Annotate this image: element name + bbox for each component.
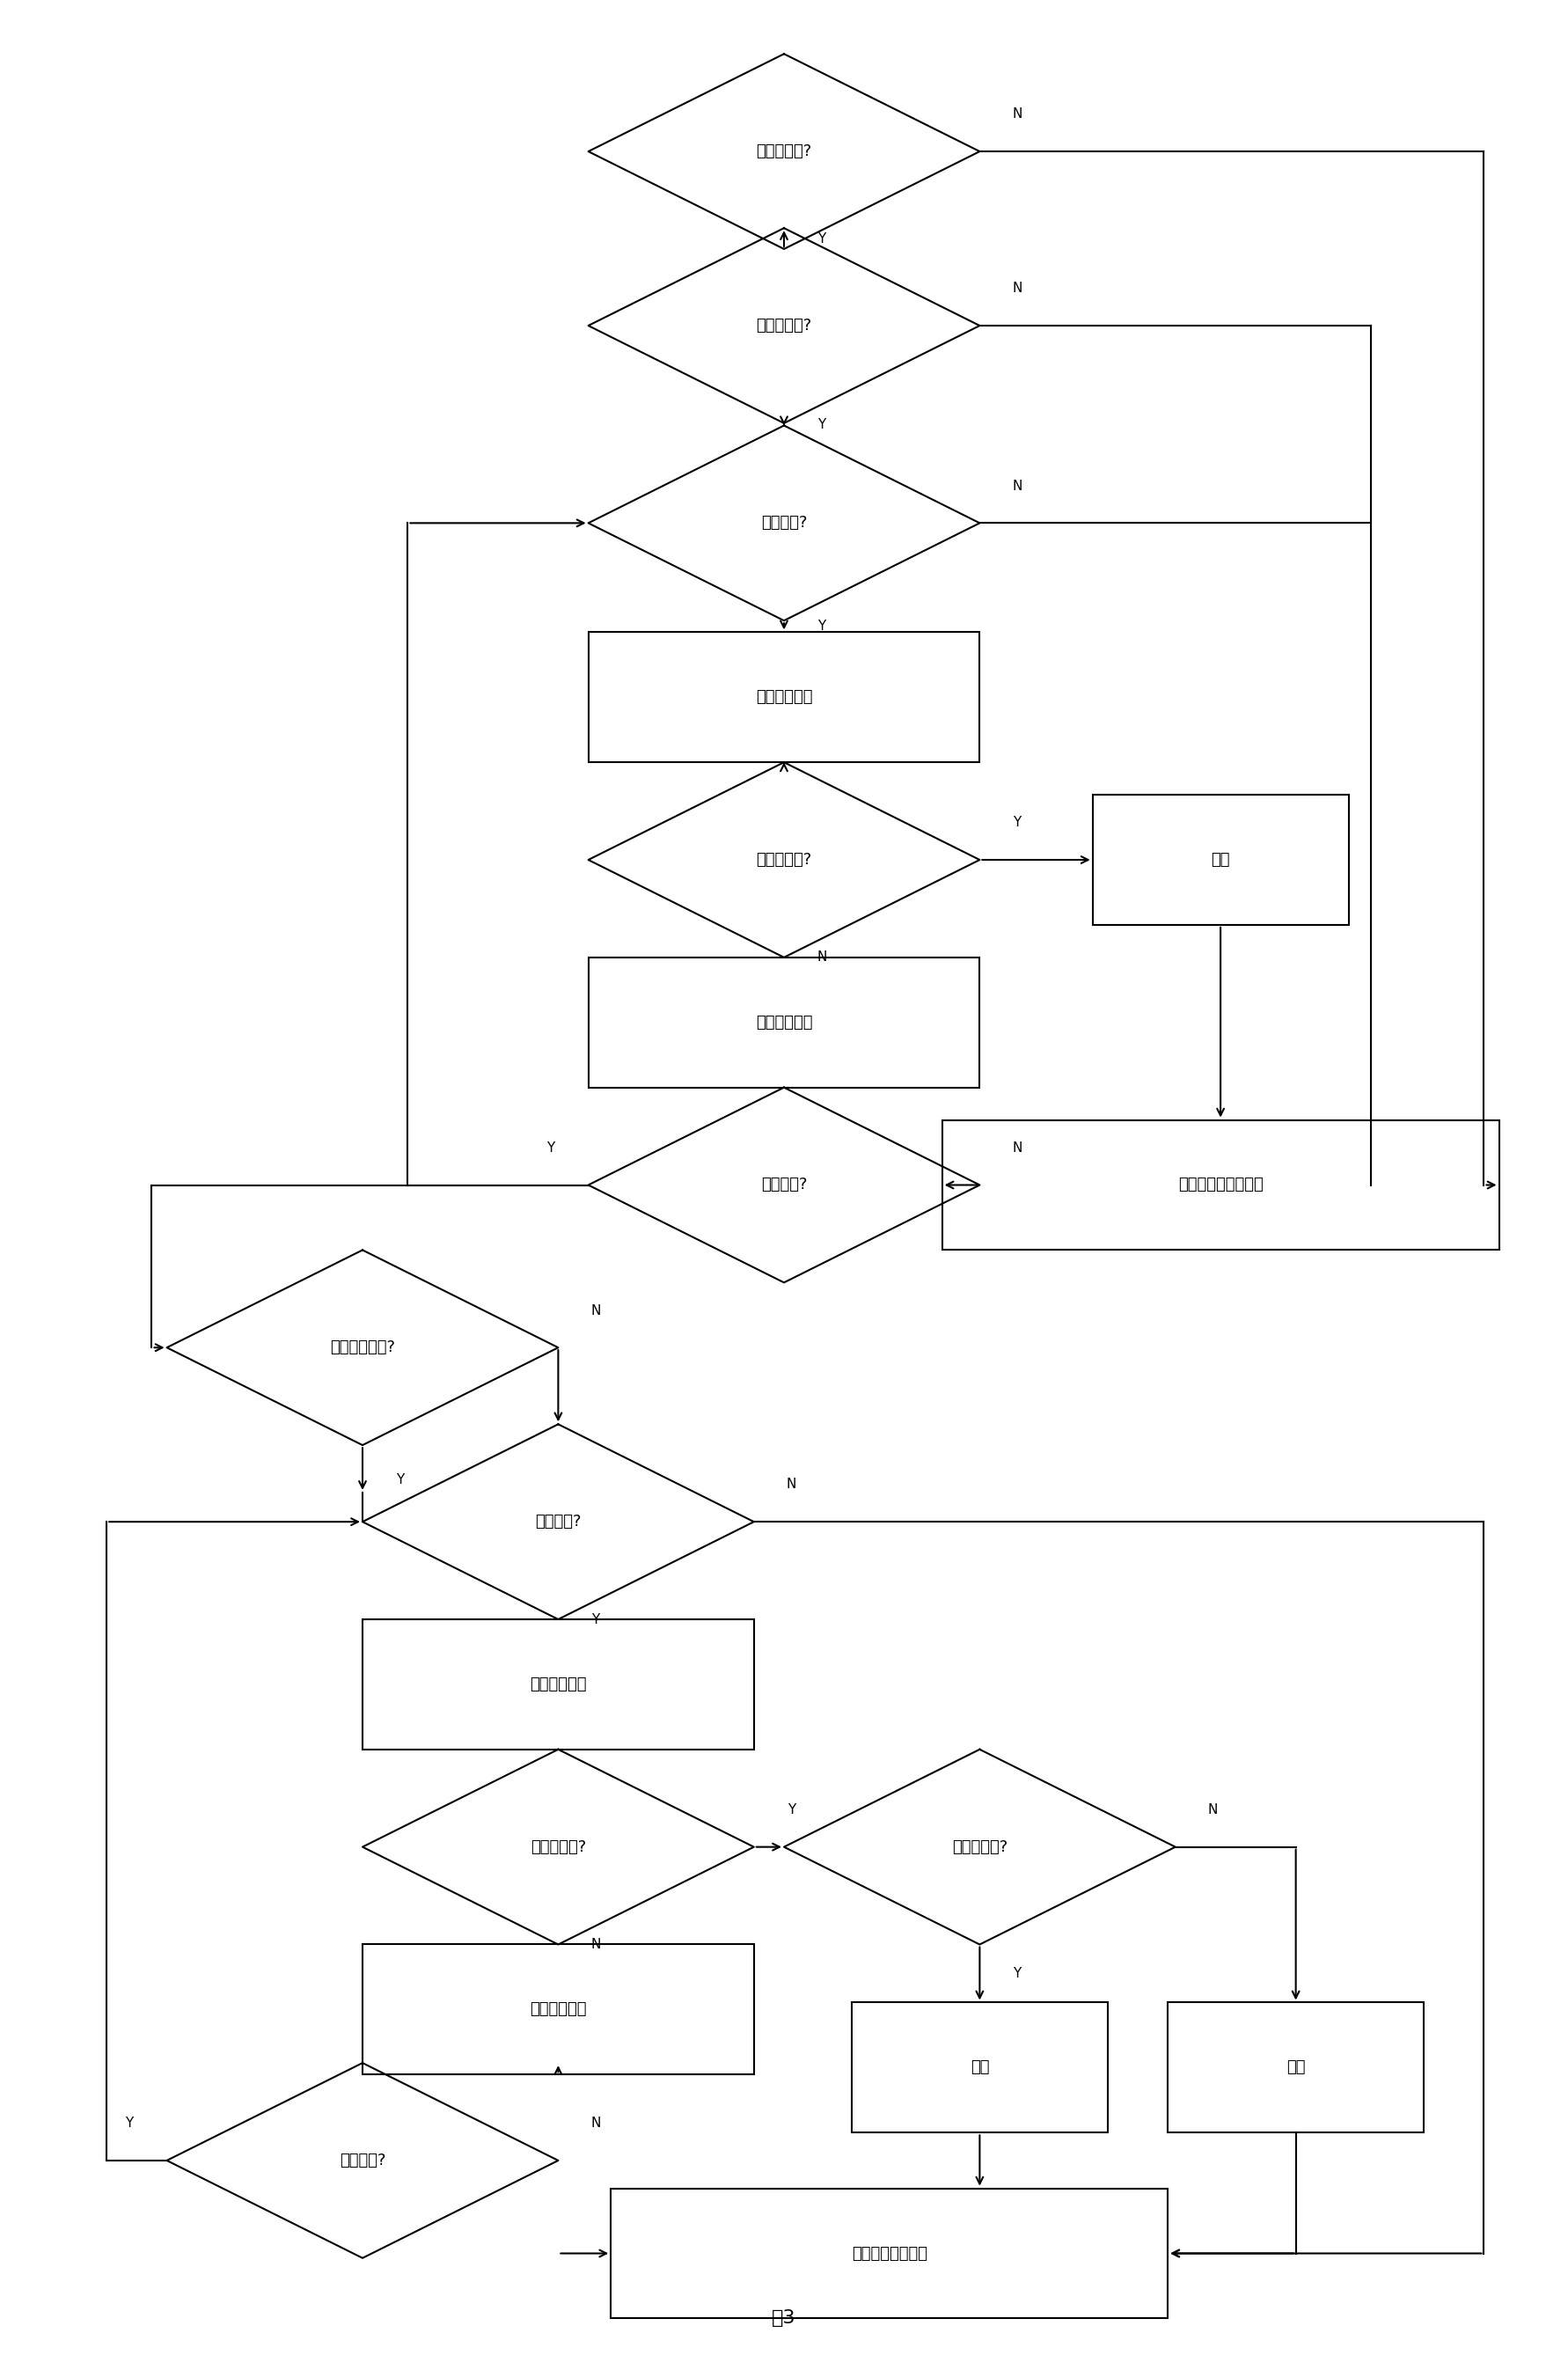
- Bar: [942, 1121, 1499, 1249]
- Bar: [1168, 2003, 1424, 2133]
- Bar: [588, 633, 980, 763]
- Text: N: N: [1013, 1142, 1022, 1154]
- Text: Y: Y: [817, 232, 826, 244]
- Text: N: N: [591, 1939, 601, 1951]
- Text: 月解锁工况?: 月解锁工况?: [756, 318, 812, 334]
- Text: 用户解锁工况?: 用户解锁工况?: [329, 1339, 395, 1356]
- Text: 月锁定状态?: 月锁定状态?: [756, 145, 812, 159]
- Text: 重新输入?: 重新输入?: [339, 2152, 386, 2169]
- Bar: [612, 2188, 1168, 2318]
- Text: N: N: [1013, 107, 1022, 121]
- Text: 锁车: 锁车: [1286, 2060, 1305, 2076]
- Text: 重新输入?: 重新输入?: [760, 1178, 808, 1192]
- Text: Y: Y: [547, 1142, 555, 1154]
- Text: 解锁: 解锁: [1210, 851, 1229, 867]
- Bar: [1093, 794, 1348, 924]
- Bar: [588, 957, 980, 1088]
- Text: 图3: 图3: [771, 2311, 797, 2327]
- Text: 收到输入?: 收到输入?: [535, 1514, 582, 1529]
- Text: 提示密码无效: 提示密码无效: [756, 1014, 812, 1031]
- Text: 密码正确否?: 密码正确否?: [756, 851, 812, 867]
- Text: Y: Y: [1013, 1967, 1021, 1979]
- Text: Y: Y: [591, 1612, 601, 1626]
- Text: Y: Y: [125, 2116, 133, 2131]
- Text: Y: Y: [1013, 815, 1021, 830]
- Text: 收到输入?: 收到输入?: [760, 514, 808, 531]
- Bar: [362, 1619, 754, 1749]
- Text: 是锁定状态?: 是锁定状态?: [952, 1839, 1008, 1856]
- Text: N: N: [1013, 282, 1022, 296]
- Text: Y: Y: [817, 621, 826, 633]
- Text: N: N: [591, 2116, 601, 2131]
- Text: 提示密码无效: 提示密码无效: [530, 2003, 586, 2017]
- Text: N: N: [787, 1479, 797, 1491]
- Bar: [851, 2003, 1107, 2133]
- Text: Y: Y: [787, 1804, 795, 1815]
- Bar: [362, 1943, 754, 2074]
- Text: Y: Y: [397, 1474, 405, 1486]
- Text: 解锁: 解锁: [971, 2060, 989, 2076]
- Text: N: N: [817, 950, 826, 965]
- Text: N: N: [1207, 1804, 1218, 1815]
- Text: 密码正确否?: 密码正确否?: [530, 1839, 586, 1856]
- Text: Y: Y: [817, 417, 826, 431]
- Text: 用户解锁工况结束: 用户解锁工况结束: [851, 2244, 927, 2261]
- Text: 月解锁密码工况结束: 月解锁密码工况结束: [1178, 1178, 1264, 1192]
- Text: 接受密码输入: 接受密码输入: [756, 690, 812, 706]
- Text: N: N: [591, 1304, 601, 1318]
- Text: 接受密码输入: 接受密码输入: [530, 1676, 586, 1692]
- Text: N: N: [1013, 479, 1022, 493]
